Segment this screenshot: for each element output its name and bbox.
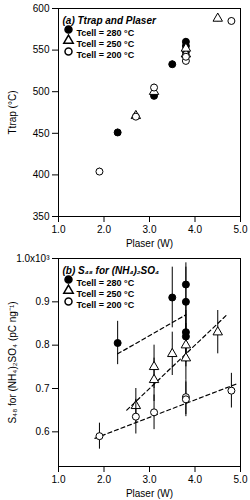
svg-text:Plaser (W): Plaser (W): [126, 488, 173, 499]
svg-text:500: 500: [33, 86, 50, 97]
svg-text:0.6: 0.6: [36, 426, 50, 437]
svg-text:550: 550: [33, 44, 50, 55]
svg-text:350: 350: [33, 211, 50, 222]
svg-text:Plaser (W): Plaser (W): [126, 238, 173, 249]
svg-text:4.0: 4.0: [188, 474, 202, 485]
svg-text:5.0: 5.0: [234, 474, 248, 485]
svg-text:2.0: 2.0: [97, 474, 111, 485]
svg-text:Tcell = 200 °C: Tcell = 200 °C: [77, 50, 135, 60]
svg-text:0.7: 0.7: [36, 383, 50, 394]
svg-text:Tcell = 250 °C: Tcell = 250 °C: [77, 39, 135, 49]
svg-text:Tcell = 280 °C: Tcell = 280 °C: [77, 278, 135, 288]
svg-text:1.0: 1.0: [52, 224, 66, 235]
svg-text:5.0: 5.0: [234, 224, 248, 235]
svg-text:S₄₈ for (NH₄)₂SO₄ (pC ng⁻¹): S₄₈ for (NH₄)₂SO₄ (pC ng⁻¹): [7, 301, 18, 423]
svg-text:Tcell = 250 °C: Tcell = 250 °C: [77, 289, 135, 299]
svg-text:4.0: 4.0: [188, 224, 202, 235]
svg-text:1.0x10³: 1.0x10³: [16, 253, 50, 264]
svg-text:(b) S₄₈ for (NH₄)₂SO₄: (b) S₄₈ for (NH₄)₂SO₄: [63, 265, 160, 276]
svg-text:1.0: 1.0: [52, 474, 66, 485]
svg-text:2.0: 2.0: [97, 224, 111, 235]
svg-text:450: 450: [33, 128, 50, 139]
svg-text:600: 600: [33, 3, 50, 14]
svg-text:3.0: 3.0: [143, 224, 157, 235]
svg-text:Tcell = 200 °C: Tcell = 200 °C: [77, 300, 135, 310]
svg-text:0.8: 0.8: [36, 339, 50, 350]
svg-text:0.9: 0.9: [36, 296, 50, 307]
svg-text:Tcell = 280 °C: Tcell = 280 °C: [77, 28, 135, 38]
svg-text:400: 400: [33, 169, 50, 180]
svg-text:(a) Ttrap and Plaser: (a) Ttrap and Plaser: [63, 15, 157, 26]
svg-text:Ttrap (°C): Ttrap (°C): [7, 91, 18, 135]
svg-text:3.0: 3.0: [143, 474, 157, 485]
